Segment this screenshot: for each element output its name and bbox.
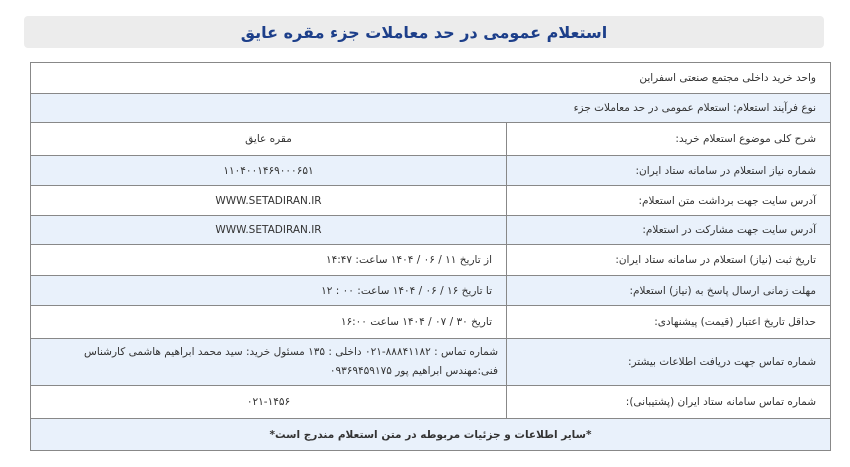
row-label: آدرس سایت جهت برداشت متن استعلام: (506, 185, 831, 216)
purchase-unit: واحد خرید داخلی مجتمع صنعتی اسفراین (30, 62, 831, 94)
row-value: تا تاریخ ۱۶ / ۰۶ / ۱۴۰۴ ساعت: ۰۰ : ۱۲ (30, 275, 507, 306)
row-value: از تاریخ ۱۱ / ۰۶ / ۱۴۰۴ ساعت: ۱۴:۴۷ (30, 244, 507, 276)
row-label: تاریخ ثبت (نیاز) استعلام در سامانه ستاد … (506, 244, 831, 276)
footer-note: *سایر اطلاعات و جزئیات مربوطه در متن است… (30, 418, 831, 451)
row-label: شماره نیاز استعلام در سامانه ستاد ایران: (506, 155, 831, 186)
row-value: ۱۱۰۴۰۰۱۴۶۹۰۰۰۶۵۱ (30, 155, 507, 186)
row-value: شماره تماس : ۸۸۸۴۱۱۸۲-۰۲۱ داخلی : ۱۳۵ مس… (30, 338, 507, 386)
inquiry-table: واحد خرید داخلی مجتمع صنعتی اسفراین نوع … (30, 62, 831, 451)
process-type: نوع فرآیند استعلام: استعلام عمومی در حد … (30, 93, 831, 123)
row-label: حداقل تاریخ اعتبار (قیمت) پیشنهادی: (506, 305, 831, 339)
row-label: شرح کلی موضوع استعلام خرید: (506, 122, 831, 156)
row-value: WWW.SETADIRAN.IR (30, 185, 507, 216)
row-value: مقره عایق (30, 122, 507, 156)
row-value: ۰۲۱-۱۴۵۶ (30, 385, 507, 419)
page-title: استعلام عمومی در حد معاملات جزء مقره عای… (240, 22, 608, 42)
row-value: تاریخ ۳۰ / ۰۷ / ۱۴۰۴ ساعت ۱۶:۰۰ (30, 305, 507, 339)
row-value: WWW.SETADIRAN.IR (30, 215, 507, 245)
row-label: شماره تماس سامانه ستاد ایران (پشتیبانی): (506, 385, 831, 419)
row-label: آدرس سایت جهت مشارکت در استعلام: (506, 215, 831, 245)
row-label: مهلت زمانی ارسال پاسخ به (نیاز) استعلام: (506, 275, 831, 306)
title-bar: استعلام عمومی در حد معاملات جزء مقره عای… (24, 16, 824, 48)
row-label: شماره تماس جهت دریافت اطلاعات بیشتر: (506, 338, 831, 386)
